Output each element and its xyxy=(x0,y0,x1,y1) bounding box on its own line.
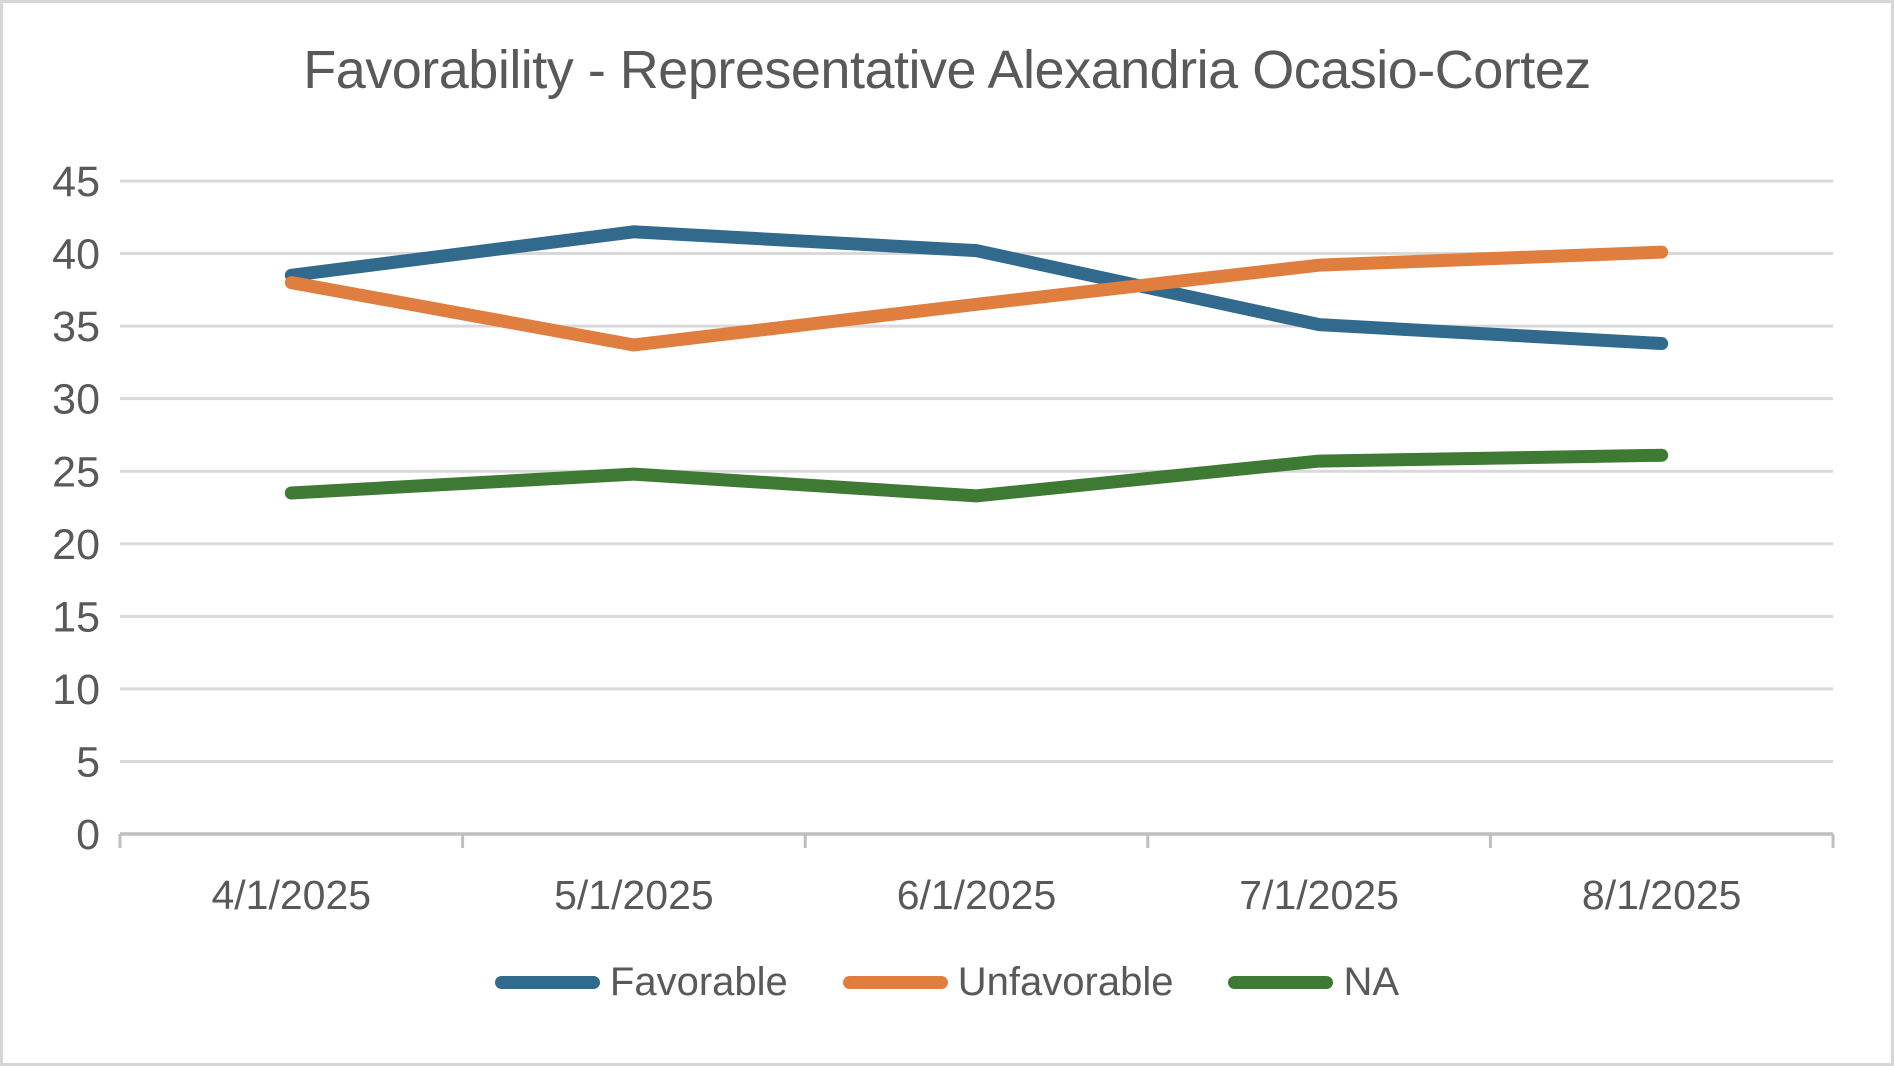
y-tick-label: 40 xyxy=(52,231,100,279)
y-tick-label: 10 xyxy=(52,666,100,714)
y-tick-label: 25 xyxy=(52,448,100,496)
legend-label: NA xyxy=(1343,960,1400,1004)
chart-legend: Favorable Unfavorable NA xyxy=(3,960,1891,1005)
legend-swatch-unfavorable xyxy=(842,976,948,989)
y-tick-label: 35 xyxy=(52,303,100,351)
legend-item-favorable: Favorable xyxy=(494,960,788,1005)
x-tick-label: 6/1/2025 xyxy=(897,872,1057,918)
series-line-na xyxy=(284,448,1669,503)
x-tick-label: 5/1/2025 xyxy=(554,872,714,918)
chart-title: Favorability - Representative Alexandria… xyxy=(303,40,1591,100)
y-tick-label: 15 xyxy=(52,593,100,641)
y-tick-label: 45 xyxy=(52,158,100,206)
legend-swatch-favorable xyxy=(494,976,600,989)
series-line-favorable xyxy=(284,225,1669,351)
series-line-unfavorable xyxy=(284,245,1669,352)
legend-label: Unfavorable xyxy=(957,960,1174,1004)
x-tick-label: 7/1/2025 xyxy=(1239,872,1399,918)
y-tick-label: 5 xyxy=(76,738,100,786)
y-tick-label: 0 xyxy=(76,811,100,859)
x-tick-label: 4/1/2025 xyxy=(211,872,371,918)
line-chart-plot-area: 0 5 10 15 20 25 30 35 40 45 4/1/2025 5/1/2025 6/1/20… xyxy=(52,158,1835,918)
legend-label: Favorable xyxy=(609,960,788,1004)
legend-swatch-na xyxy=(1228,976,1334,989)
legend-item-na: NA xyxy=(1228,960,1399,1005)
y-tick-label: 30 xyxy=(52,376,100,424)
legend-item-unfavorable: Unfavorable xyxy=(842,960,1174,1005)
x-tick-label: 8/1/2025 xyxy=(1582,872,1742,918)
y-tick-label: 20 xyxy=(52,521,100,569)
